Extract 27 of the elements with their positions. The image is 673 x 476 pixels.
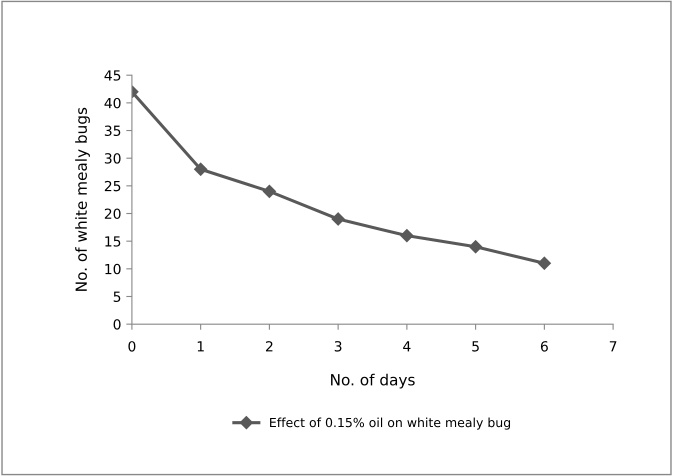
y-tick-label: 45 — [104, 70, 120, 81]
x-tick-label: 6 — [540, 341, 548, 352]
y-tick-label: 30 — [104, 153, 121, 164]
legend-label: Effect of 0.15% oil on white mealy bug — [270, 418, 510, 430]
x-tick-label: 4 — [403, 341, 411, 352]
y-tick-label: 25 — [104, 180, 120, 192]
x-tick-label: 1 — [198, 341, 204, 352]
point — [400, 229, 414, 242]
y-axis-title: No. of white mealy bugs — [75, 108, 90, 291]
x-tick-label: 2 — [266, 341, 272, 352]
point — [332, 212, 345, 226]
x-axis-title: No. of days — [331, 374, 415, 388]
y-tick-label: 40 — [104, 98, 121, 108]
point — [262, 184, 276, 198]
y-tick-label: 15 — [105, 236, 120, 247]
x-tick-label: 3 — [334, 341, 342, 352]
y-tick-label: 20 — [104, 208, 121, 219]
y-tick-label: 0 — [114, 319, 121, 330]
y-tick-label: 10 — [105, 264, 121, 274]
x-tick-label: 7 — [610, 341, 616, 352]
y-tick-label: 5 — [114, 292, 120, 302]
point — [538, 256, 551, 270]
x-tick-label: 0 — [128, 341, 136, 352]
y-tick-label: 35 — [104, 126, 120, 136]
x-tick-label: 5 — [472, 341, 479, 352]
point — [194, 162, 208, 176]
point — [469, 240, 482, 254]
